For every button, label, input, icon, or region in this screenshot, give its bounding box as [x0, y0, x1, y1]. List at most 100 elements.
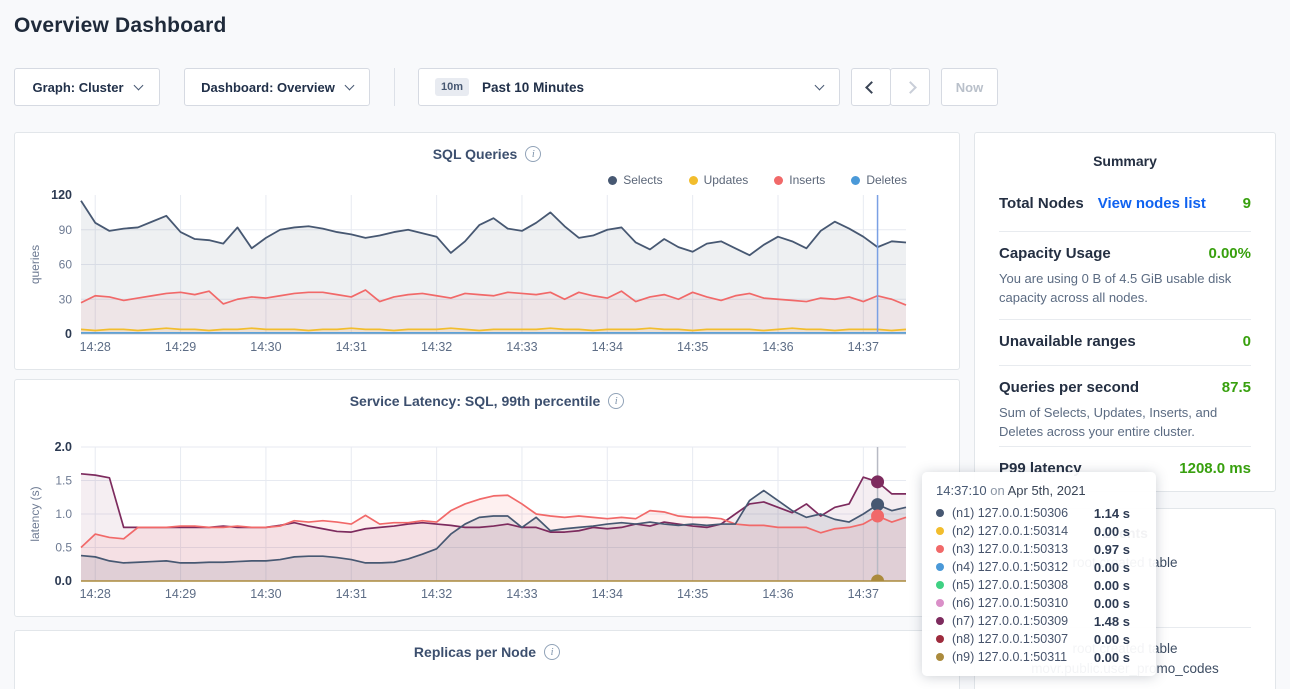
- svg-text:14:28: 14:28: [80, 340, 111, 354]
- svg-text:14:37: 14:37: [848, 587, 879, 601]
- svg-text:0: 0: [65, 327, 72, 341]
- tooltip-node-row: (n9) 127.0.0.1:503110.00 s: [936, 648, 1142, 666]
- capacity-usage-value: 0.00%: [1208, 245, 1251, 262]
- replicas-per-node-panel: Replicas per Node i: [14, 630, 960, 689]
- sql-queries-panel: SQL Queries i SelectsUpdatesInsertsDelet…: [14, 132, 960, 370]
- node-color-dot-icon: [936, 563, 944, 571]
- svg-text:14:34: 14:34: [592, 340, 623, 354]
- node-address: (n2) 127.0.0.1:50314: [952, 524, 1068, 538]
- node-color-dot-icon: [936, 653, 944, 661]
- svg-text:14:31: 14:31: [336, 340, 367, 354]
- svg-text:1.5: 1.5: [55, 474, 72, 488]
- summary-panel: Summary Total Nodes View nodes list 9 Ca…: [974, 132, 1276, 492]
- node-address: (n4) 127.0.0.1:50312: [952, 560, 1068, 574]
- node-color-dot-icon: [936, 545, 944, 553]
- tooltip-node-row: (n2) 127.0.0.1:50314 0.00 s: [936, 522, 1142, 540]
- svg-text:queries: queries: [28, 245, 42, 284]
- svg-text:14:33: 14:33: [506, 587, 537, 601]
- svg-text:14:34: 14:34: [592, 587, 623, 601]
- svg-text:14:35: 14:35: [677, 587, 708, 601]
- service-latency-panel: Service Latency: SQL, 99th percentile i …: [14, 379, 960, 617]
- node-address: (n6) 127.0.0.1:50310: [952, 596, 1068, 610]
- dashboard-dropdown[interactable]: Dashboard: Overview: [184, 68, 370, 106]
- node-latency-value: 0.00 s: [1094, 560, 1142, 575]
- info-icon[interactable]: i: [544, 644, 560, 660]
- overview-dashboard-page: Overview Dashboard Graph: Cluster Dashbo…: [0, 0, 1290, 689]
- page-title: Overview Dashboard: [14, 14, 227, 38]
- node-color-dot-icon: [936, 617, 944, 625]
- chevron-left-icon: [865, 81, 878, 94]
- capacity-usage-label: Capacity Usage: [999, 245, 1111, 262]
- node-color-dot-icon: [936, 581, 944, 589]
- tooltip-node-row: (n3) 127.0.0.1:503130.97 s: [936, 540, 1142, 558]
- time-now-button[interactable]: Now: [941, 68, 998, 106]
- time-next-button[interactable]: [890, 68, 930, 106]
- chevron-down-icon: [133, 80, 143, 90]
- time-prev-button[interactable]: [851, 68, 891, 106]
- graph-dropdown-label: Graph: Cluster: [32, 80, 123, 95]
- node-address: (n7) 127.0.0.1:50309: [952, 614, 1068, 628]
- unavailable-ranges-label: Unavailable ranges: [999, 333, 1136, 350]
- svg-text:1.0: 1.0: [55, 507, 72, 521]
- svg-text:14:28: 14:28: [80, 587, 111, 601]
- node-latency-value: 0.00 s: [1094, 650, 1142, 665]
- time-range-label: Past 10 Minutes: [482, 80, 584, 95]
- p99-latency-value: 1208.0 ms: [1179, 460, 1251, 477]
- svg-text:14:37: 14:37: [848, 340, 879, 354]
- svg-text:14:32: 14:32: [421, 587, 452, 601]
- node-latency-value: 1.14 s: [1094, 506, 1142, 521]
- summary-divider: [999, 319, 1251, 320]
- capacity-usage-row: Capacity Usage 0.00% You are using 0 B o…: [999, 245, 1251, 307]
- time-range-picker[interactable]: 10m Past 10 Minutes: [418, 68, 840, 106]
- summary-divider: [999, 365, 1251, 366]
- svg-text:14:33: 14:33: [506, 340, 537, 354]
- sql-queries-chart[interactable]: 030609012014:2814:2914:3014:3114:3214:33…: [15, 133, 959, 369]
- total-nodes-label: Total Nodes: [999, 195, 1084, 212]
- svg-text:14:35: 14:35: [677, 340, 708, 354]
- svg-text:14:36: 14:36: [762, 587, 793, 601]
- controls-divider: [394, 68, 395, 106]
- node-color-dot-icon: [936, 509, 944, 517]
- svg-text:2.0: 2.0: [55, 440, 72, 454]
- tooltip-node-row: (n4) 127.0.0.1:50312 0.00 s: [936, 558, 1142, 576]
- svg-text:0.5: 0.5: [55, 541, 72, 555]
- summary-header: Summary: [975, 153, 1275, 169]
- qps-value: 87.5: [1222, 379, 1251, 396]
- node-latency-value: 0.00 s: [1094, 632, 1142, 647]
- tooltip-node-row: (n8) 127.0.0.1:50307 0.00 s: [936, 630, 1142, 648]
- summary-divider: [999, 446, 1251, 447]
- graph-dropdown[interactable]: Graph: Cluster: [14, 68, 160, 106]
- node-latency-value: 1.48 s: [1094, 614, 1142, 629]
- service-latency-chart[interactable]: 0.00.51.01.52.014:2814:2914:3014:3114:32…: [15, 380, 959, 616]
- node-latency-value: 0.00 s: [1094, 578, 1142, 593]
- svg-text:14:29: 14:29: [165, 587, 196, 601]
- view-nodes-list-link[interactable]: View nodes list: [1098, 195, 1206, 212]
- total-nodes-value: 9: [1243, 195, 1251, 212]
- tooltip-node-row: (n7) 127.0.0.1:50309 1.48 s: [936, 612, 1142, 630]
- qps-label: Queries per second: [999, 379, 1139, 396]
- tooltip-node-row: (n6) 127.0.0.1:503100.00 s: [936, 594, 1142, 612]
- node-address: (n8) 127.0.0.1:50307: [952, 632, 1068, 646]
- node-address: (n5) 127.0.0.1:50308: [952, 578, 1068, 592]
- svg-text:14:31: 14:31: [336, 587, 367, 601]
- svg-text:14:29: 14:29: [165, 340, 196, 354]
- unavailable-ranges-row: Unavailable ranges 0: [999, 333, 1251, 350]
- svg-text:latency (s): latency (s): [28, 486, 42, 541]
- dashboard-dropdown-label: Dashboard: Overview: [201, 80, 335, 95]
- tooltip-node-row: (n1) 127.0.0.1:503061.14 s: [936, 504, 1142, 522]
- tooltip-time: 14:37:10: [936, 483, 987, 498]
- capacity-usage-desc: You are using 0 B of 4.5 GiB usable disk…: [999, 269, 1251, 307]
- svg-text:120: 120: [51, 188, 72, 202]
- now-button-label: Now: [956, 80, 983, 95]
- node-color-dot-icon: [936, 599, 944, 607]
- node-latency-value: 0.00 s: [1094, 524, 1142, 539]
- node-color-dot-icon: [936, 635, 944, 643]
- replicas-title: Replicas per Node: [414, 644, 536, 660]
- time-range-badge: 10m: [435, 78, 469, 96]
- tooltip-timestamp: 14:37:10 on Apr 5th, 2021: [936, 483, 1142, 498]
- svg-text:14:30: 14:30: [250, 340, 281, 354]
- summary-divider: [999, 231, 1251, 232]
- tooltip-rows: (n1) 127.0.0.1:503061.14 s(n2) 127.0.0.1…: [936, 504, 1142, 666]
- svg-text:60: 60: [59, 258, 73, 272]
- node-latency-value: 0.97 s: [1094, 542, 1142, 557]
